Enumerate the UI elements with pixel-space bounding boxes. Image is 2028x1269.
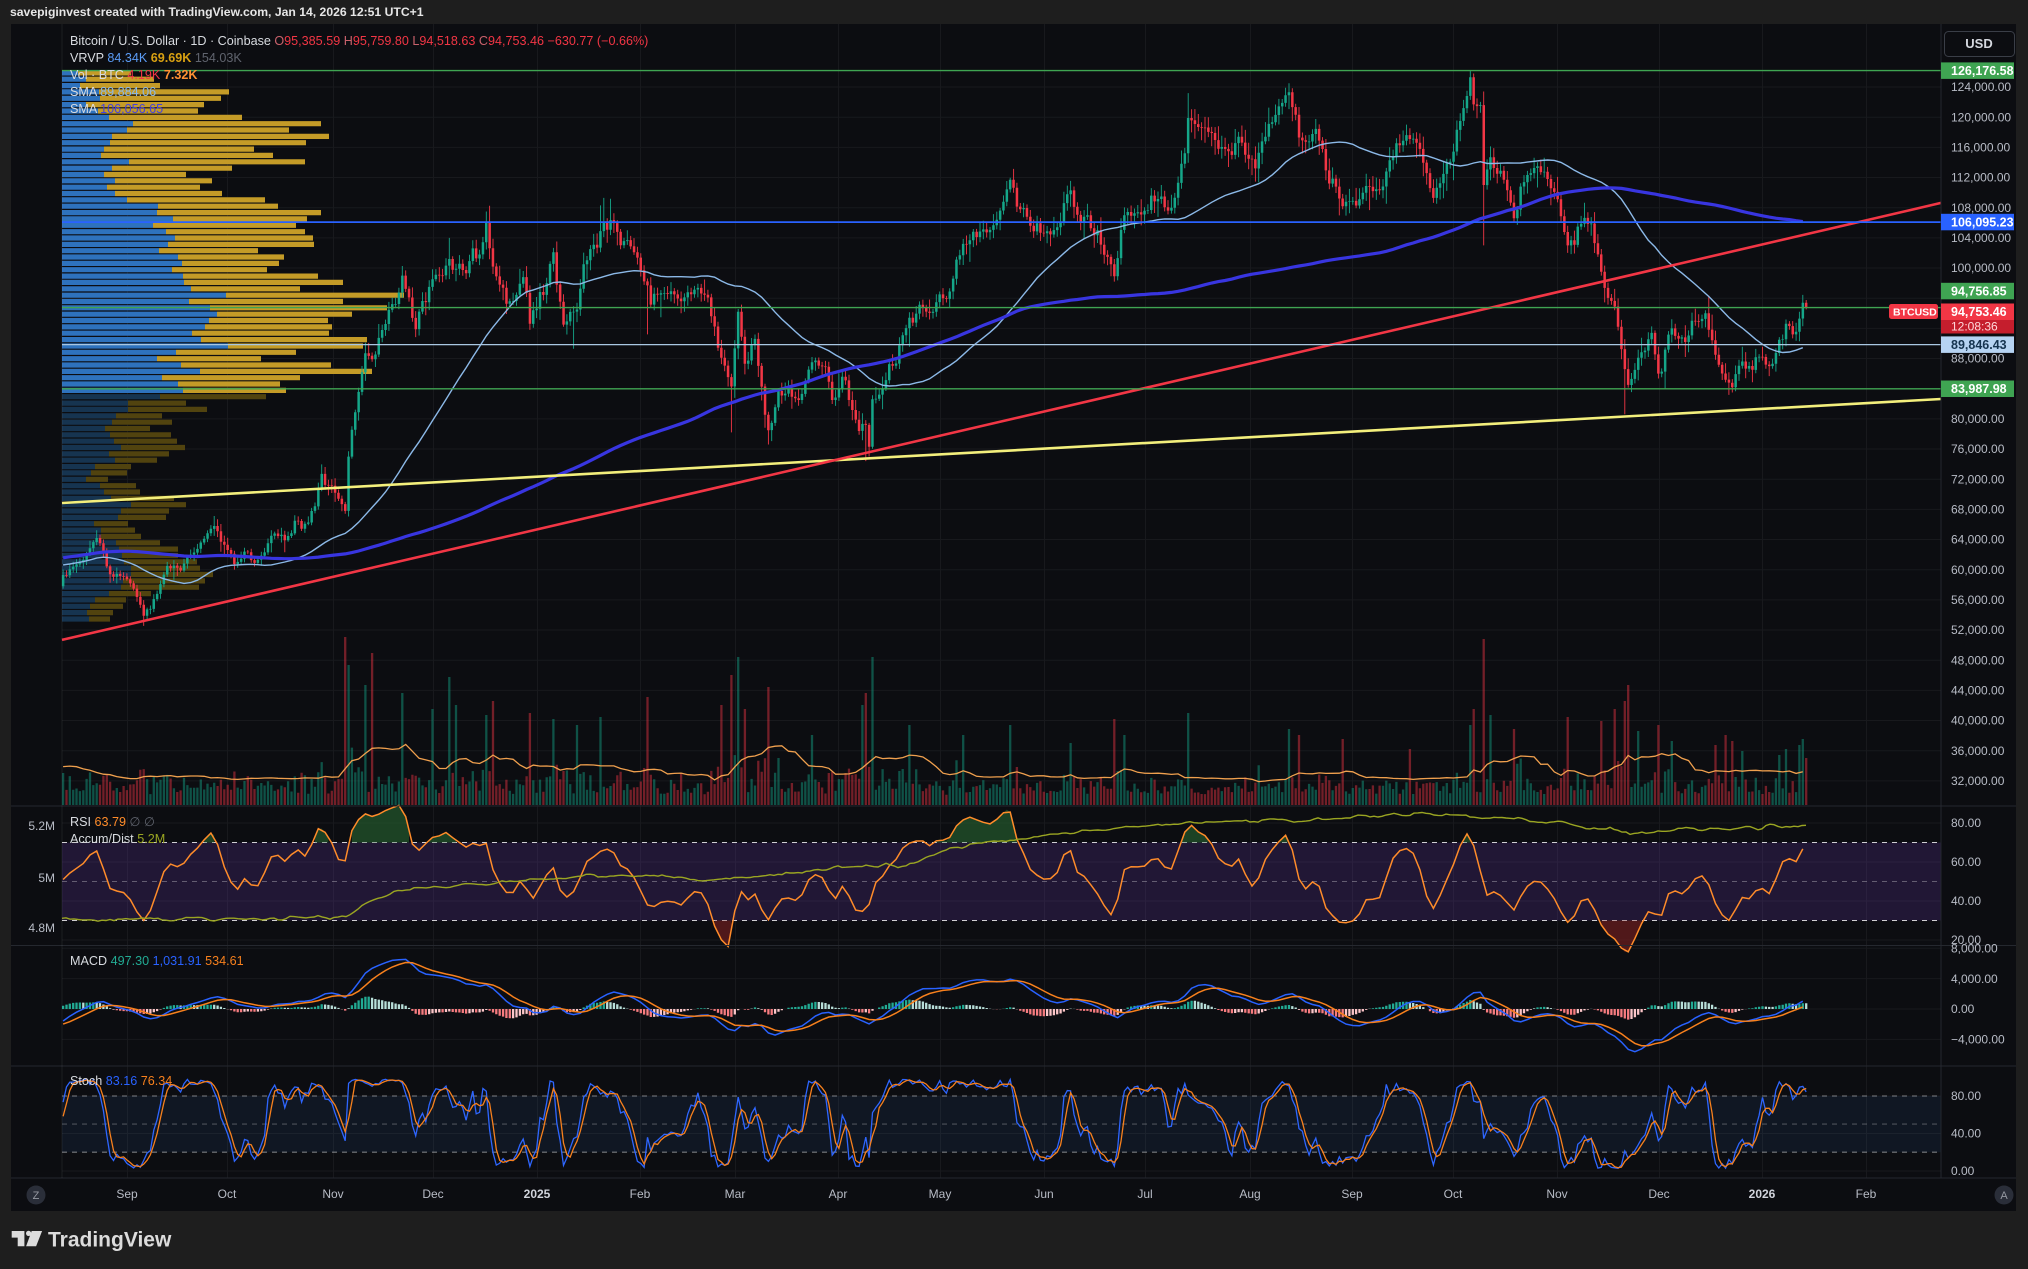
svg-text:TradingView: TradingView bbox=[48, 1229, 172, 1252]
svg-text:Stoch 83.16 76.34: Stoch 83.16 76.34 bbox=[70, 1074, 172, 1088]
svg-text:88,000.00: 88,000.00 bbox=[1951, 352, 2005, 366]
svg-text:106,095.23: 106,095.23 bbox=[1951, 215, 2014, 229]
svg-text:Feb: Feb bbox=[1856, 1187, 1877, 1201]
svg-text:SMA 89,884.06: SMA 89,884.06 bbox=[70, 85, 156, 99]
svg-text:80,000.00: 80,000.00 bbox=[1951, 412, 2005, 426]
svg-text:0.00: 0.00 bbox=[1951, 1002, 1975, 1016]
svg-text:60,000.00: 60,000.00 bbox=[1951, 563, 2005, 577]
svg-text:44,000.00: 44,000.00 bbox=[1951, 684, 2005, 698]
svg-text:RSI 63.79 ∅ ∅: RSI 63.79 ∅ ∅ bbox=[70, 815, 155, 829]
svg-text:20.00: 20.00 bbox=[1951, 933, 1981, 947]
svg-text:Nov: Nov bbox=[1546, 1187, 1567, 1201]
svg-text:A: A bbox=[2000, 1190, 2008, 1202]
svg-text:40.00: 40.00 bbox=[1951, 1127, 1981, 1141]
svg-text:5M: 5M bbox=[38, 871, 55, 885]
svg-text:116,000.00: 116,000.00 bbox=[1951, 141, 2010, 155]
svg-text:80.00: 80.00 bbox=[1951, 1089, 1981, 1103]
svg-text:Mar: Mar bbox=[725, 1187, 746, 1201]
svg-text:40,000.00: 40,000.00 bbox=[1951, 714, 2005, 728]
svg-text:76,000.00: 76,000.00 bbox=[1951, 442, 2005, 456]
svg-text:Jun: Jun bbox=[1034, 1187, 1053, 1201]
svg-text:0.00: 0.00 bbox=[1951, 1164, 1975, 1178]
svg-text:68,000.00: 68,000.00 bbox=[1951, 503, 2005, 517]
svg-text:108,000.00: 108,000.00 bbox=[1951, 201, 2011, 215]
svg-text:40.00: 40.00 bbox=[1951, 894, 1981, 908]
svg-text:126,176.58: 126,176.58 bbox=[1951, 64, 2014, 78]
svg-text:2026: 2026 bbox=[1749, 1187, 1776, 1201]
svg-text:SMA 106,056.65: SMA 106,056.65 bbox=[70, 102, 163, 116]
svg-text:VRVP 84.34K 69.69K 154.03K: VRVP 84.34K 69.69K 154.03K bbox=[70, 51, 242, 65]
svg-text:100,000.00: 100,000.00 bbox=[1951, 261, 2011, 275]
svg-text:Dec: Dec bbox=[422, 1187, 443, 1201]
svg-text:32,000.00: 32,000.00 bbox=[1951, 774, 2005, 788]
svg-text:Dec: Dec bbox=[1648, 1187, 1669, 1201]
svg-text:Sep: Sep bbox=[1341, 1187, 1363, 1201]
svg-text:48,000.00: 48,000.00 bbox=[1951, 653, 2005, 667]
svg-text:5.2M: 5.2M bbox=[28, 819, 55, 833]
svg-text:Apr: Apr bbox=[829, 1187, 848, 1201]
svg-text:4.8M: 4.8M bbox=[28, 921, 55, 935]
svg-text:Nov: Nov bbox=[322, 1187, 343, 1201]
svg-text:Aug: Aug bbox=[1239, 1187, 1260, 1201]
svg-text:94,753.46: 94,753.46 bbox=[1951, 305, 2007, 319]
svg-text:savepiginvest created with Tra: savepiginvest created with TradingView.c… bbox=[10, 5, 424, 19]
svg-text:56,000.00: 56,000.00 bbox=[1951, 593, 2005, 607]
svg-text:72,000.00: 72,000.00 bbox=[1951, 472, 2005, 486]
svg-text:Z: Z bbox=[33, 1190, 40, 1202]
svg-text:USD: USD bbox=[1965, 36, 1992, 51]
svg-text:8,000.00: 8,000.00 bbox=[1951, 941, 1998, 955]
svg-text:112,000.00: 112,000.00 bbox=[1951, 171, 2010, 185]
svg-text:Accum/Dist 5.2M: Accum/Dist 5.2M bbox=[70, 832, 165, 846]
svg-text:4,000.00: 4,000.00 bbox=[1951, 972, 1998, 986]
svg-text:Sep: Sep bbox=[116, 1187, 138, 1201]
svg-text:120,000.00: 120,000.00 bbox=[1951, 110, 2011, 124]
svg-text:83,987.98: 83,987.98 bbox=[1951, 382, 2007, 396]
svg-text:80.00: 80.00 bbox=[1951, 816, 1981, 830]
svg-text:BTCUSD: BTCUSD bbox=[1893, 307, 1937, 319]
svg-text:60.00: 60.00 bbox=[1951, 855, 1981, 869]
svg-text:Feb: Feb bbox=[630, 1187, 651, 1201]
svg-text:Oct: Oct bbox=[218, 1187, 237, 1201]
svg-text:52,000.00: 52,000.00 bbox=[1951, 623, 2005, 637]
svg-text:Jul: Jul bbox=[1137, 1187, 1152, 1201]
svg-text:124,000.00: 124,000.00 bbox=[1951, 80, 2011, 94]
svg-text:2025: 2025 bbox=[524, 1187, 551, 1201]
svg-text:Oct: Oct bbox=[1444, 1187, 1463, 1201]
svg-text:104,000.00: 104,000.00 bbox=[1951, 231, 2011, 245]
svg-text:−4,000.00: −4,000.00 bbox=[1951, 1033, 2005, 1047]
svg-text:89,846.43: 89,846.43 bbox=[1951, 338, 2007, 352]
svg-text:64,000.00: 64,000.00 bbox=[1951, 533, 2005, 547]
svg-text:Bitcoin / U.S. Dollar · 1D · C: Bitcoin / U.S. Dollar · 1D · Coinbase O9… bbox=[70, 34, 648, 48]
svg-text:94,756.85: 94,756.85 bbox=[1951, 284, 2007, 298]
svg-text:May: May bbox=[929, 1187, 952, 1201]
svg-text:Vol · BTC 4.19K 7.32K: Vol · BTC 4.19K 7.32K bbox=[70, 68, 197, 82]
svg-text:36,000.00: 36,000.00 bbox=[1951, 744, 2005, 758]
svg-text:MACD 497.30 1,031.91 534.61: MACD 497.30 1,031.91 534.61 bbox=[70, 954, 244, 968]
svg-text:12:08:36: 12:08:36 bbox=[1951, 320, 1998, 334]
